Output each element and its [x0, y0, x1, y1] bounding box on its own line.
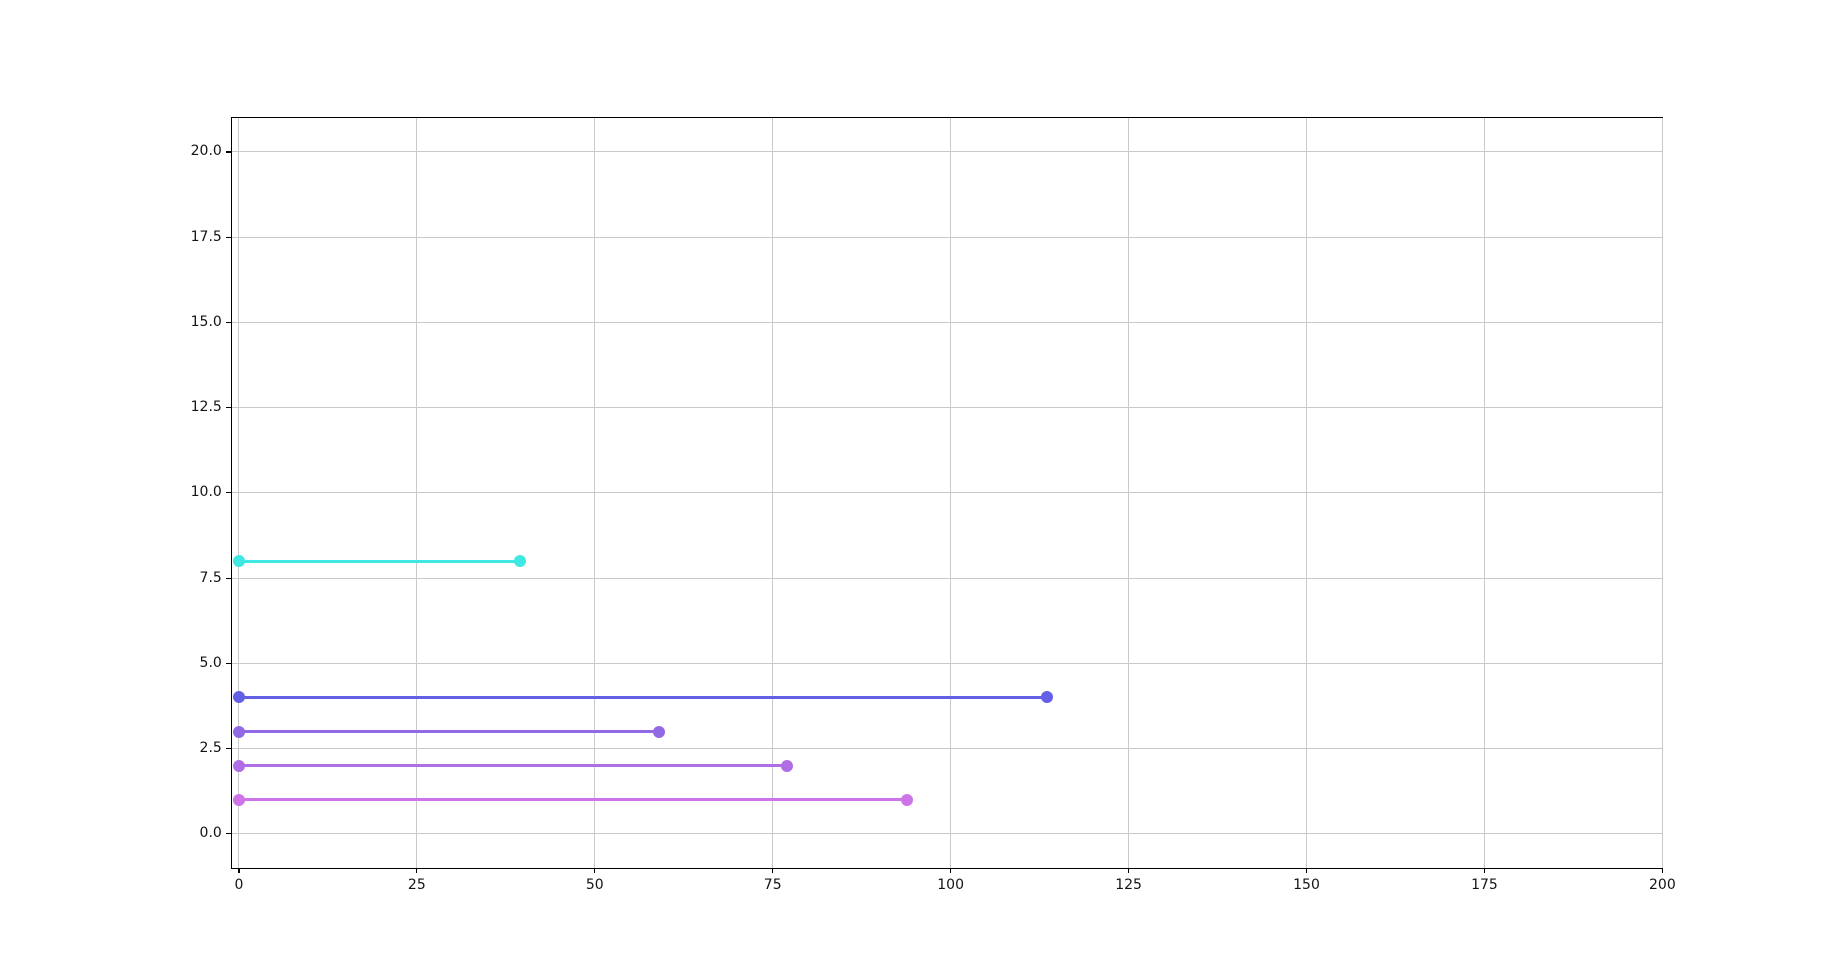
x-tick-mark	[238, 867, 240, 873]
x-tick-label: 125	[1115, 876, 1142, 893]
x-tick-label: 50	[585, 876, 604, 893]
y-gridline	[231, 236, 1663, 238]
x-tick-label: 0	[234, 876, 244, 893]
x-tick-mark	[1305, 867, 1308, 873]
y-tick-label: 7.5	[199, 569, 222, 586]
y-tick-label: 0.0	[199, 825, 222, 842]
y-gridline	[231, 492, 1663, 494]
x-tick-label: 200	[1649, 876, 1676, 893]
stem-end-dot	[1040, 691, 1053, 704]
y-tick-label: 17.5	[190, 228, 222, 245]
y-gridline	[231, 321, 1663, 323]
y-tick-label: 10.0	[190, 484, 222, 501]
y-tick-mark	[225, 492, 231, 494]
y-gridline	[231, 407, 1663, 409]
x-tick-label: 150	[1293, 876, 1320, 893]
y-tick-mark	[225, 833, 231, 835]
plot-area: 0 25 50 75 100 125 150 175 200 0.0 2.5 5.0 7.5 10.0 12…	[191, 116, 1676, 893]
y-tick-mark	[225, 747, 231, 750]
y-tick-mark	[225, 151, 231, 153]
y-tick-mark	[225, 407, 231, 409]
stem-start-dot	[232, 555, 245, 568]
stem-end-dot	[514, 555, 527, 568]
x-tick-mark	[950, 867, 952, 873]
stem-line	[238, 559, 521, 563]
stem-end-dot	[652, 725, 665, 738]
y-gridline	[231, 748, 1663, 750]
x-tick-label: 175	[1471, 876, 1498, 893]
x-tick-mark	[772, 867, 774, 873]
stem-line	[238, 798, 907, 802]
x-gridline	[1661, 117, 1663, 868]
y-gridline	[231, 577, 1663, 579]
x-tick-mark	[1661, 867, 1663, 873]
stem-end-dot	[900, 793, 913, 806]
y-tick-mark	[225, 321, 231, 324]
stem-start-dot	[232, 725, 245, 738]
stem-line	[238, 764, 787, 768]
x-tick-label: 25	[407, 876, 426, 893]
x-tick-mark	[1483, 867, 1486, 873]
y-tick-label: 5.0	[199, 654, 222, 671]
y-tick-mark	[225, 577, 231, 579]
y-tick-label: 12.5	[190, 399, 222, 416]
stem-start-dot	[232, 793, 245, 806]
x-tick-label: 75	[763, 876, 782, 893]
y-gridline	[231, 833, 1663, 835]
stem-start-dot	[232, 691, 245, 704]
y-tick-label: 15.0	[190, 313, 222, 330]
stem-end-dot	[780, 759, 793, 772]
y-gridline	[231, 662, 1663, 664]
x-tick-label: 100	[937, 876, 964, 893]
stem-start-dot	[232, 759, 245, 772]
y-gridline	[231, 151, 1663, 153]
stem-line	[238, 730, 659, 734]
y-tick-mark	[225, 236, 231, 238]
x-tick-mark	[1127, 867, 1130, 873]
y-tick-mark	[225, 662, 231, 664]
x-tick-mark	[594, 867, 596, 873]
x-tick-mark	[416, 867, 418, 873]
y-tick-label: 20.0	[190, 143, 222, 160]
y-tick-label: 2.5	[199, 740, 222, 757]
stem-line	[238, 695, 1047, 699]
